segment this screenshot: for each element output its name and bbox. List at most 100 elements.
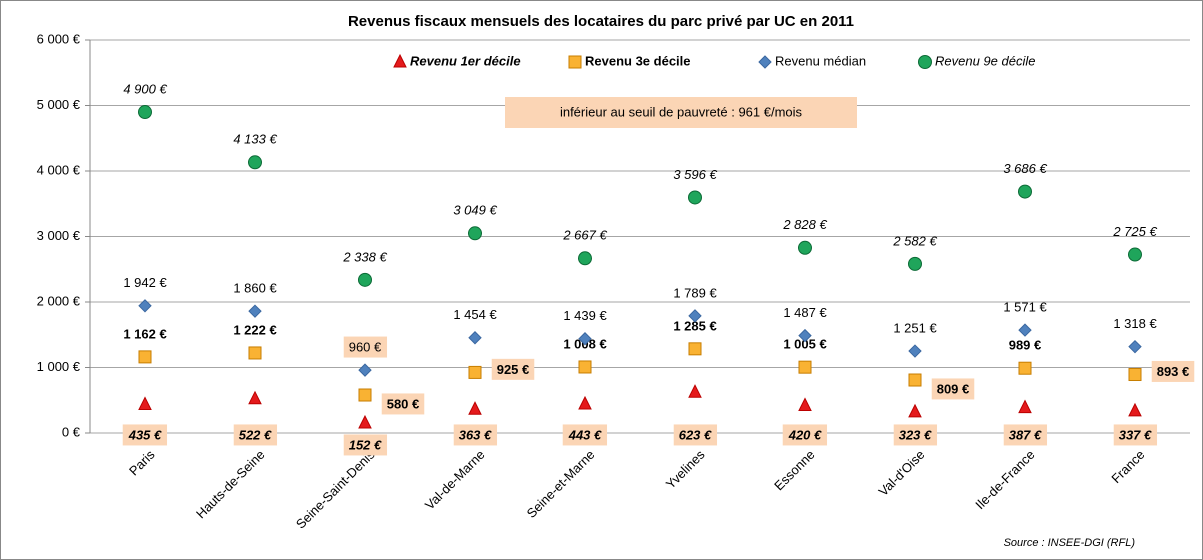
value-label: 1 439 € (563, 308, 607, 323)
data-point: 809 € (908, 373, 975, 400)
y-tick-label: 2 000 € (37, 293, 81, 308)
data-point: 363 € (453, 401, 498, 446)
y-tick-label: 6 000 € (37, 31, 81, 46)
marker (468, 331, 482, 345)
data-point: 1 222 € (233, 322, 277, 360)
value-label: 522 € (239, 427, 272, 442)
marker (248, 304, 262, 318)
value-label: 337 € (1119, 427, 1152, 442)
data-point: 2 582 € (892, 233, 937, 271)
value-label-box (453, 424, 498, 446)
value-label: 2 582 € (892, 233, 937, 248)
value-label: 323 € (899, 427, 932, 442)
value-label: 960 € (349, 340, 382, 355)
value-label: 2 725 € (1112, 224, 1157, 239)
value-label-box (893, 424, 938, 446)
data-point: 4 133 € (233, 132, 277, 170)
marker (798, 240, 812, 255)
value-label-box (343, 336, 388, 358)
value-label: 1 454 € (453, 307, 497, 322)
value-label: 443 € (568, 427, 602, 442)
value-label: 893 € (1157, 364, 1190, 379)
data-point: 3 686 € (1003, 161, 1047, 199)
data-point: 1 454 € (453, 307, 497, 345)
data-point: 960 € (343, 336, 388, 377)
value-label: 2 338 € (342, 249, 387, 264)
marker (908, 373, 922, 387)
value-label-box (1003, 424, 1048, 446)
data-point: 1 487 € (783, 305, 827, 343)
marker (138, 299, 152, 313)
value-label-box (673, 424, 718, 446)
data-point: 1 005 € (783, 337, 827, 374)
value-label-box (1151, 360, 1195, 382)
value-label: 1 318 € (1113, 316, 1157, 331)
value-label: 989 € (1009, 338, 1042, 353)
data-point: 1 162 € (123, 326, 167, 364)
legend-label: Revenu 3e décile (585, 53, 691, 68)
marker (1128, 402, 1142, 417)
marker (798, 360, 812, 374)
value-label: 1 222 € (233, 322, 276, 337)
data-point: 420 € (782, 397, 828, 446)
marker (908, 344, 922, 358)
value-label: 363 € (459, 427, 492, 442)
marker (358, 272, 372, 287)
marker (1128, 339, 1142, 354)
marker (468, 226, 482, 241)
marker (578, 332, 592, 346)
value-label: 2 828 € (782, 217, 827, 232)
marker (138, 105, 152, 120)
marker (918, 55, 932, 69)
marker (908, 403, 922, 418)
value-label: 1 571 € (1003, 300, 1047, 315)
marker (468, 365, 482, 379)
marker (248, 155, 262, 170)
value-label-box (931, 378, 975, 400)
value-label: 1 789 € (673, 285, 717, 300)
y-tick-label: 0 € (62, 424, 81, 439)
value-label-box (562, 424, 608, 446)
value-label: 1 942 € (123, 275, 167, 290)
value-label: 1 860 € (233, 281, 277, 296)
value-label: 1 005 € (783, 337, 826, 352)
value-label-box (491, 358, 535, 380)
legend-label: Revenu médian (775, 53, 866, 68)
marker (1128, 368, 1142, 382)
data-point: 1 251 € (893, 320, 937, 358)
marker (758, 55, 772, 69)
marker (358, 414, 372, 429)
marker (138, 396, 152, 411)
marker (568, 55, 582, 69)
data-point: 323 € (893, 403, 938, 446)
value-label-box (122, 424, 168, 446)
data-point: 2 828 € (782, 217, 827, 255)
marker (138, 350, 152, 364)
marker (358, 388, 372, 402)
marker (1018, 361, 1032, 375)
marker (468, 401, 482, 415)
data-point: 1 860 € (233, 281, 277, 318)
value-label: 809 € (937, 381, 970, 396)
value-label: 623 € (679, 427, 712, 442)
value-label: 4 900 € (123, 81, 167, 96)
value-label: 1 285 € (673, 318, 716, 333)
value-label: 3 596 € (673, 167, 717, 182)
marker (578, 360, 592, 374)
marker (1018, 323, 1032, 337)
data-point: 580 € (358, 388, 425, 415)
data-point: 1 285 € (673, 318, 717, 356)
y-tick-label: 4 000 € (37, 162, 81, 177)
marker (798, 328, 812, 343)
value-label: 435 € (128, 427, 162, 442)
marker (908, 256, 922, 271)
legend-label: Revenu 1er décile (410, 53, 521, 68)
marker (248, 390, 262, 405)
marker (688, 309, 702, 323)
data-point: 1 571 € (1003, 300, 1047, 337)
marker (688, 342, 702, 356)
data-point: 443 € (562, 395, 608, 446)
data-point: 893 € (1128, 360, 1195, 382)
